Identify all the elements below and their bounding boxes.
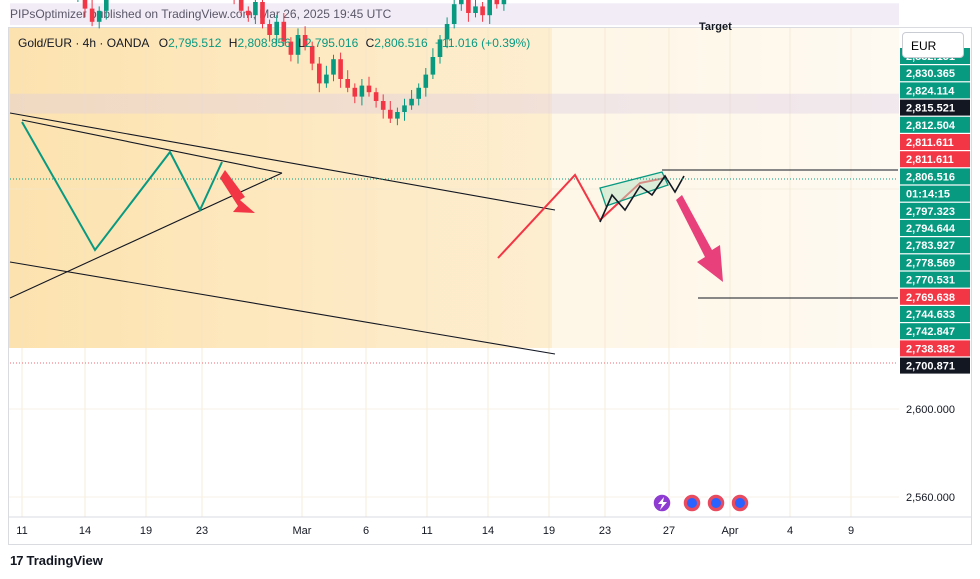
- price-label-text: 2,811.611: [906, 137, 954, 149]
- price-label-text: 2,783.927: [906, 240, 955, 252]
- candle-body: [83, 0, 88, 9]
- flag-event-icon-3-inner: [735, 498, 745, 508]
- candle-body: [495, 0, 500, 4]
- close-label: C: [366, 36, 375, 50]
- tradingview-brand[interactable]: 17 TradingView: [10, 553, 103, 568]
- time-tick-label: 27: [663, 525, 675, 537]
- time-tick-label: Apr: [721, 525, 738, 537]
- candle-body: [274, 22, 279, 35]
- candle-body: [267, 24, 272, 35]
- price-label-text: 2,797.323: [906, 206, 955, 218]
- ohlc-legend: Gold/EUR · 4h · OANDA O2,795.512 H2,808.…: [18, 36, 534, 50]
- candle-body: [473, 6, 478, 13]
- candle-body: [97, 11, 102, 22]
- low-label: L: [298, 36, 305, 50]
- candle-body: [353, 88, 358, 97]
- price-label-text: 2,811.611: [906, 154, 954, 166]
- time-tick-label: Mar: [293, 525, 312, 537]
- candle-body: [374, 92, 379, 101]
- price-label-text: 2,830.365: [906, 68, 955, 80]
- candle-body: [502, 0, 507, 4]
- candle-body: [431, 57, 436, 75]
- time-tick-label: 19: [543, 525, 555, 537]
- candle-body: [459, 0, 464, 4]
- candle-body: [480, 6, 485, 15]
- time-axis[interactable]: 11 14 19 23 Mar 6 11 14 19 23 27 Apr 4 9: [16, 525, 854, 537]
- symbol-label[interactable]: Gold/EUR · 4h · OANDA: [18, 36, 149, 50]
- candle-body: [466, 0, 471, 13]
- target-label: Target: [699, 21, 732, 33]
- candle-body: [104, 0, 109, 11]
- candle-body: [367, 86, 372, 93]
- candle-body: [90, 9, 95, 22]
- low-value: 2,795.016: [305, 36, 358, 50]
- time-tick-label: 11: [16, 525, 27, 537]
- candle-body: [324, 75, 329, 84]
- support-resistance-zone: [10, 94, 899, 114]
- candle-body: [338, 59, 343, 79]
- currency-selector[interactable]: EUR: [902, 32, 964, 58]
- candle-body: [345, 79, 350, 88]
- price-tick-label: 2,600.000: [906, 404, 955, 416]
- price-label-text: 01:14:15: [906, 189, 950, 201]
- candle-body: [395, 112, 400, 119]
- time-tick-label: 23: [599, 525, 611, 537]
- price-label-text: 2,824.114: [906, 85, 955, 97]
- time-tick-label: 9: [848, 525, 854, 537]
- candle-body: [317, 64, 322, 84]
- candle-body: [388, 110, 393, 119]
- tradingview-logo-icon: 17: [10, 553, 22, 568]
- time-tick-label: 4: [787, 525, 793, 537]
- open-label: O: [159, 36, 168, 50]
- candle-body: [239, 0, 244, 11]
- brand-name: TradingView: [26, 553, 102, 568]
- change-value: +11.016 (+0.39%): [435, 36, 530, 50]
- price-label-text: 2,794.644: [906, 223, 956, 235]
- price-label-text: 2,700.871: [906, 361, 955, 373]
- close-value: 2,806.516: [374, 36, 427, 50]
- price-label-text: 2,738.382: [906, 343, 955, 355]
- price-label-text: 2,770.531: [906, 275, 955, 287]
- time-tick-label: 11: [421, 525, 432, 537]
- open-value: 2,795.512: [168, 36, 221, 50]
- price-tick-label: 2,560.000: [906, 492, 955, 504]
- candle-body: [381, 101, 386, 110]
- candle-body: [452, 4, 457, 24]
- time-tick-label: 19: [140, 525, 152, 537]
- candle-body: [424, 75, 429, 88]
- candle-body: [409, 99, 414, 106]
- price-label-text: 2,815.521: [906, 103, 955, 115]
- candle-body: [331, 59, 336, 74]
- candle-body: [487, 0, 492, 15]
- time-tick-label: 14: [79, 525, 91, 537]
- time-tick-label: 14: [482, 525, 494, 537]
- time-tick-label: 23: [196, 525, 208, 537]
- high-value: 2,808.856: [237, 36, 290, 50]
- time-tick-label: 6: [363, 525, 369, 537]
- price-label-text: 2,742.847: [906, 326, 955, 338]
- candle-body: [253, 2, 258, 15]
- price-label-text: 2,812.504: [906, 120, 956, 132]
- flag-event-icon-1-inner: [687, 498, 697, 508]
- candle-body: [260, 2, 265, 24]
- candle-body: [360, 86, 365, 97]
- candle-body: [402, 105, 407, 112]
- candle-body: [246, 11, 251, 15]
- price-label-text: 2,744.633: [906, 309, 955, 321]
- flag-event-icon-2-inner: [711, 498, 721, 508]
- candle-body: [416, 88, 421, 99]
- price-label-text: 2,769.638: [906, 292, 955, 304]
- price-label-text: 2,806.516: [906, 171, 955, 183]
- price-label-text: 2,778.569: [906, 257, 955, 269]
